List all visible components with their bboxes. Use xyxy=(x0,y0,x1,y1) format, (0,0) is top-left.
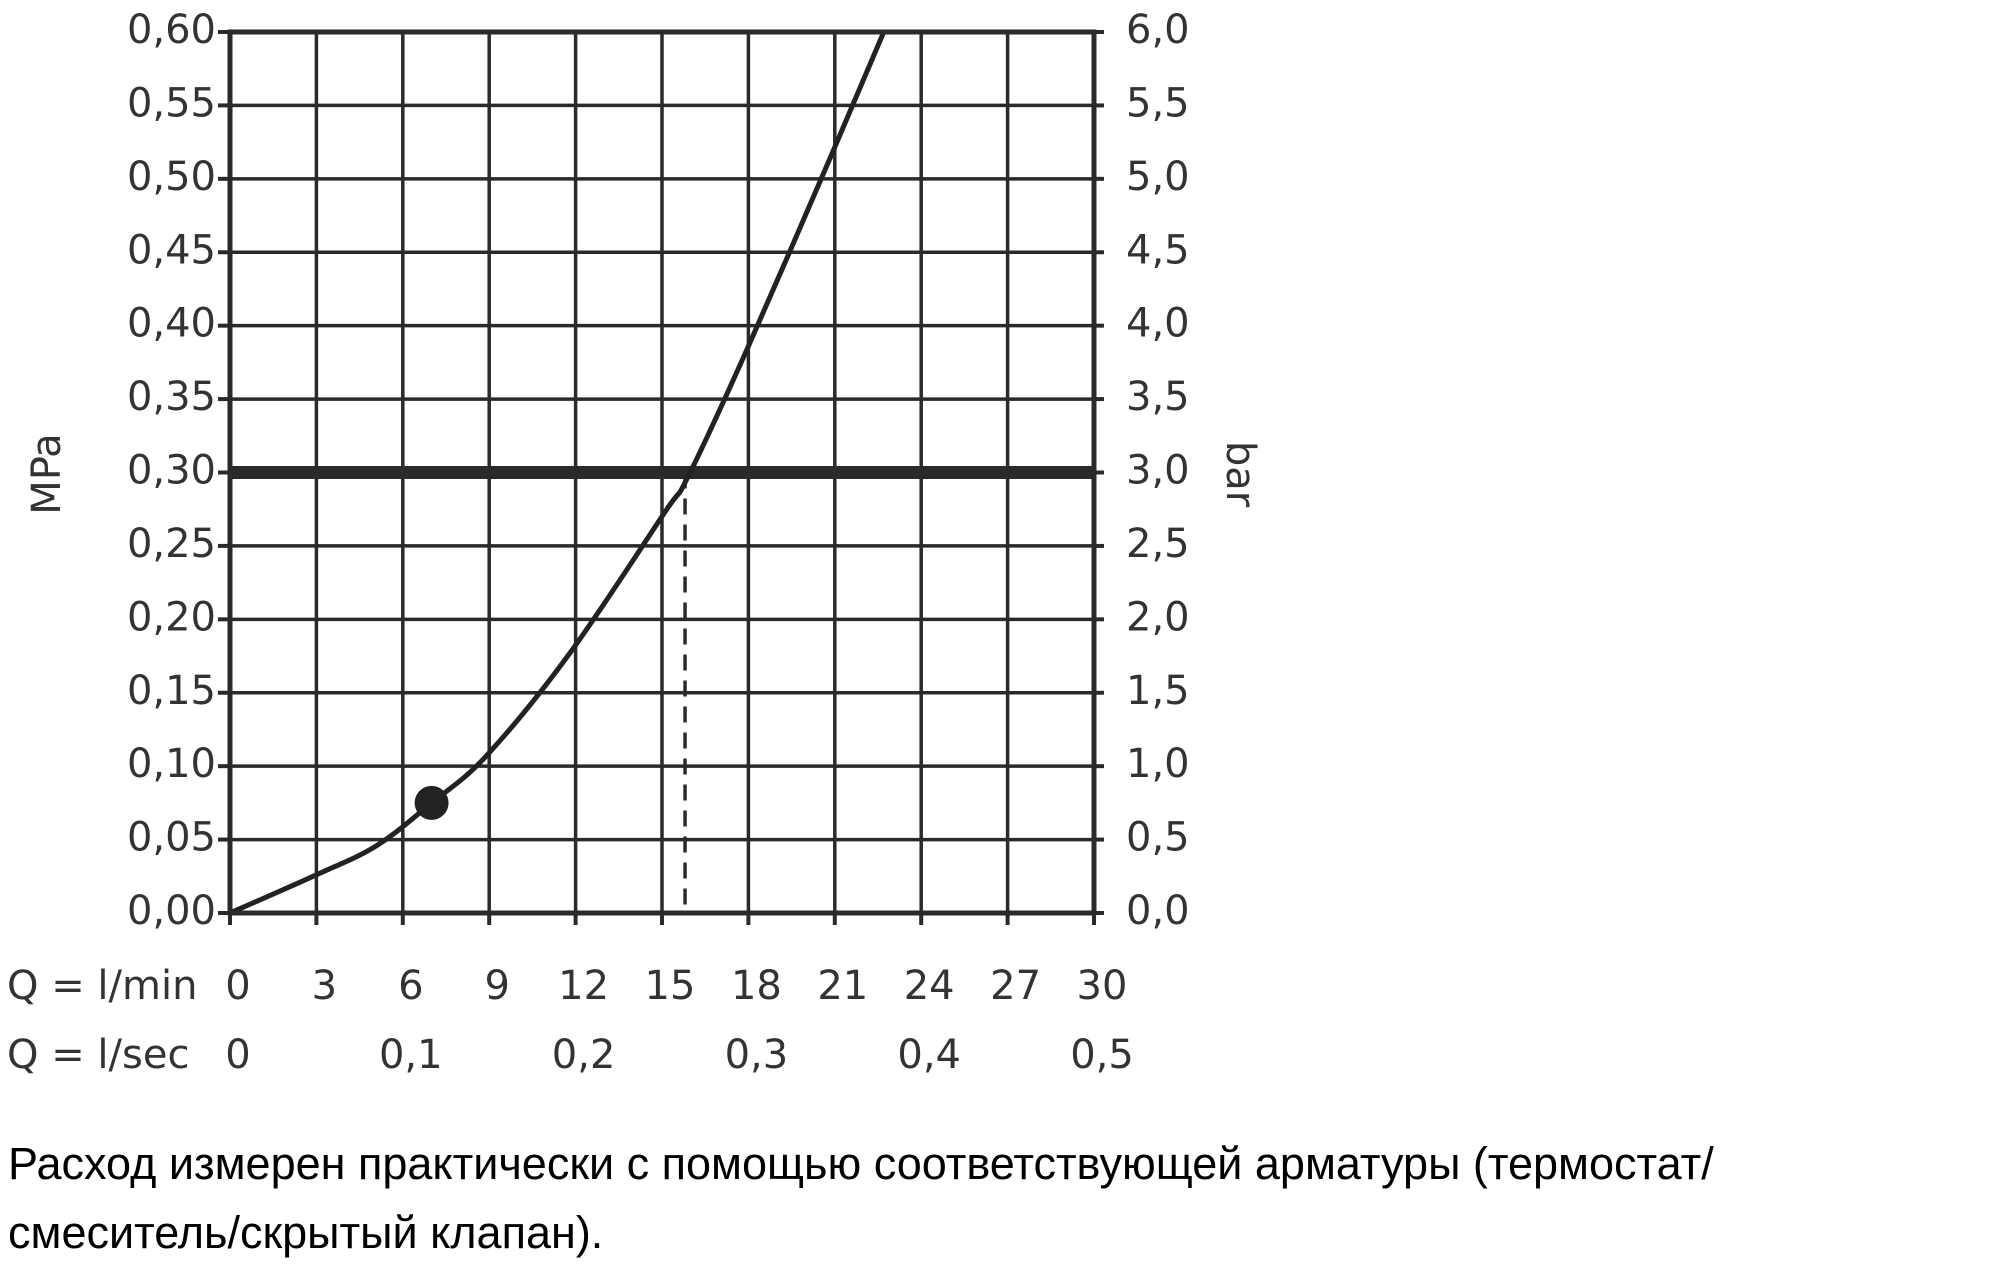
y-tick-label: 0,00 xyxy=(127,888,216,934)
y2-tick-label: 1,5 xyxy=(1126,668,1190,714)
plot-frame xyxy=(227,29,1097,916)
y2-tick-label: 2,5 xyxy=(1126,521,1190,567)
y2-tick-label: 5,5 xyxy=(1126,80,1190,126)
curve xyxy=(228,31,887,916)
y2-tick-label: 5,0 xyxy=(1126,154,1190,200)
y2-tick-label: 6,0 xyxy=(1126,7,1190,53)
y-tick-label: 0,30 xyxy=(127,448,216,494)
y-tick-label: 0,45 xyxy=(127,227,216,273)
y-tick-label: 0,25 xyxy=(127,521,216,567)
x-tick-label: 21 xyxy=(817,963,868,1009)
y-axis-label: MPa xyxy=(24,433,70,514)
x-tick-label: 15 xyxy=(645,963,696,1009)
x2-tick-label: 0,2 xyxy=(552,1032,616,1078)
y2-tick-label: 3,0 xyxy=(1126,448,1190,494)
y-tick-label: 0,55 xyxy=(127,80,216,126)
note-line: Расход измерен практически с помощью соо… xyxy=(8,1138,1714,1189)
x-tick-label: 12 xyxy=(558,963,609,1009)
y-tick-label: 0,20 xyxy=(127,594,216,640)
y2-tick-label: 2,0 xyxy=(1126,594,1190,640)
x-tick-label: 27 xyxy=(990,963,1041,1009)
y2-tick-label: 1,0 xyxy=(1126,741,1190,787)
y2-tick-label: 0,5 xyxy=(1126,815,1190,861)
x2-tick-label: 0,5 xyxy=(1070,1032,1134,1078)
x-tick-label: 0 xyxy=(225,963,250,1009)
x2-tick-label: 0,3 xyxy=(725,1032,789,1078)
y-tick-label: 0,60 xyxy=(127,7,216,53)
highlight-point xyxy=(414,785,449,820)
x2-tick-label: 0 xyxy=(225,1032,250,1078)
note-line: смеситель/скрытый клапан). xyxy=(8,1207,603,1258)
x-tick-label: 18 xyxy=(731,963,782,1009)
x2-axis-label: Q = l/sec xyxy=(7,1032,189,1078)
y2-axis-label: bar xyxy=(1217,441,1263,508)
y-tick-label: 0,15 xyxy=(127,668,216,714)
y2-tick-label: 3,5 xyxy=(1126,374,1190,420)
x-tick-label: 30 xyxy=(1077,963,1128,1009)
y2-tick-label: 4,5 xyxy=(1126,227,1190,273)
x-tick-label: 24 xyxy=(904,963,955,1009)
y2-tick-label: 4,0 xyxy=(1126,301,1190,347)
y-tick-label: 0,35 xyxy=(127,374,216,420)
x-tick-label: 6 xyxy=(398,963,423,1009)
x2-tick-label: 0,4 xyxy=(897,1032,961,1078)
y-tick-label: 0,05 xyxy=(127,815,216,861)
x-axis-label: Q = l/min xyxy=(7,963,197,1009)
y-tick-label: 0,40 xyxy=(127,301,216,347)
x-tick-label: 9 xyxy=(484,963,509,1009)
y2-tick-label: 0,0 xyxy=(1126,888,1190,934)
y-tick-label: 0,10 xyxy=(127,741,216,787)
x2-tick-label: 0,1 xyxy=(379,1032,443,1078)
x-tick-label: 3 xyxy=(312,963,337,1009)
y-tick-label: 0,50 xyxy=(127,154,216,200)
